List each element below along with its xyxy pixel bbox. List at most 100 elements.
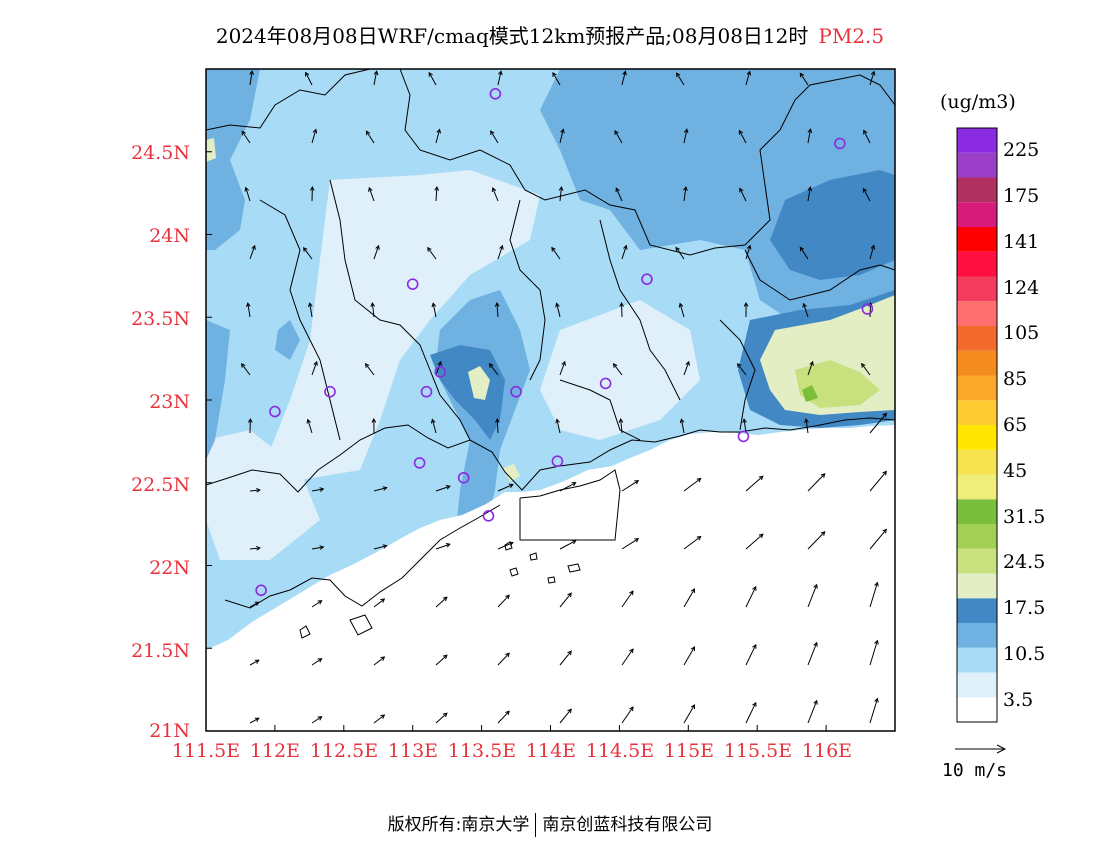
copyright: 版权所有:南京大学 南京创蓝科技有限公司 [0,810,1100,837]
wind-arrow-head [442,712,448,718]
station-markers [255,88,874,597]
mid-concentration-area [206,69,260,250]
colorbar-label: 10.5 [1003,643,1046,665]
colorbar-label: 24.5 [1003,551,1046,573]
wind-arrow [621,480,639,492]
station-marker [269,405,281,418]
wind-arrow-head [505,594,510,600]
wind-arrow-head [375,244,380,250]
colorbar-swatch [957,499,997,524]
wind-arrow [737,363,747,376]
wind-arrow [680,419,685,434]
wind-arrow-head [560,128,565,134]
wind-arrow-head [380,714,386,719]
wind-arrow-head [317,600,323,605]
peak-concentration-area [503,464,520,482]
wind-arrow [311,129,317,144]
station-marker [255,584,267,597]
wind-arrow-head [870,70,876,76]
wind-arrow-head [305,71,310,77]
wind-arrow [739,188,747,202]
wind-arrow [435,485,451,492]
wind-arrow-head [490,130,495,136]
wind-arrow-head [428,71,433,77]
lat-label: 24N [149,225,190,247]
wind-arrow-head [629,590,634,596]
boundaries [206,69,895,609]
wind-arrow [621,706,634,724]
wind-arrow [745,586,757,608]
station-marker [434,366,447,378]
wind-arrow-head [313,360,318,366]
wind-arrow [869,582,878,608]
wind-arrow-head [752,585,757,591]
lon-label: 115.5E [723,740,793,762]
wind-arrow [249,71,253,86]
wind-arrow [497,652,510,666]
wind-arrow-head [746,244,752,250]
colorbar-label: 124 [1003,277,1040,299]
wind-arrow-head [256,487,261,493]
colorbar-swatch [957,177,997,203]
low-concentration-area [540,300,700,440]
wind-arrow-head [863,129,868,135]
wind-arrow [245,187,251,202]
wind-arrow [745,702,757,724]
wind-arrow-head [567,592,572,598]
wind-arrow [613,363,623,376]
wind-arrow-head [804,418,809,424]
station-marker [482,510,495,522]
wind-arrow [869,640,878,666]
wind-arrow [373,598,385,608]
wind-arrow [373,656,385,666]
wind-arrow [492,187,499,202]
wind-arrow [309,303,313,318]
lat-label: 21.5N [131,640,190,662]
wind-arrow-head [445,543,451,548]
lon-label: 114.5E [585,740,655,762]
lon-label: 113.5E [447,740,517,762]
wind-arrow [861,363,871,376]
lon-label: 112.5E [309,740,379,762]
wind-arrow [559,361,566,376]
colorbar-swatch [957,697,997,722]
wind-arrow-head [303,246,308,252]
wind-arrow-head [820,473,826,478]
city-boundary [719,319,756,431]
wind-arrow-head [634,538,640,543]
station-marker [737,430,750,443]
wind-arrow-head [427,246,432,252]
colorbar-swatch [957,350,997,376]
wind-arrow [621,590,634,608]
colorbar-label: 85 [1003,368,1028,390]
wind-arrow-head [807,128,813,134]
city-boundary [744,249,895,301]
wind-arrow [432,303,437,318]
copyright-divider [535,813,537,837]
province-boundary [399,69,895,256]
wind-arrow-head [508,541,514,547]
copyright-owner: 版权所有:南京大学 [387,815,530,835]
lon-label: 112E [249,740,301,762]
wind-arrow [807,473,826,492]
coastline [224,504,501,609]
wind-arrow [428,72,437,86]
wind-arrow-head [696,477,702,483]
wind-arrow [620,419,623,434]
colorbar-swatch [957,672,997,698]
wind-arrow-head [571,482,577,487]
colorbar-swatch [957,647,997,673]
wind-arrow-head [505,710,510,716]
station-marker [551,455,564,468]
colorbar-swatch [957,251,997,277]
wind-arrow [497,245,503,260]
wind-arrow-head [679,418,685,424]
wind-arrow-head [555,418,560,424]
wind-arrow-head [799,246,805,252]
pollutant-label: PM2.5 [818,24,885,48]
wind-arrow-head [370,302,376,307]
colorbar-swatch [957,524,997,549]
wind-arrow-head [241,130,246,136]
wind-arrow [365,363,375,376]
wind-arrow-head [690,704,696,710]
